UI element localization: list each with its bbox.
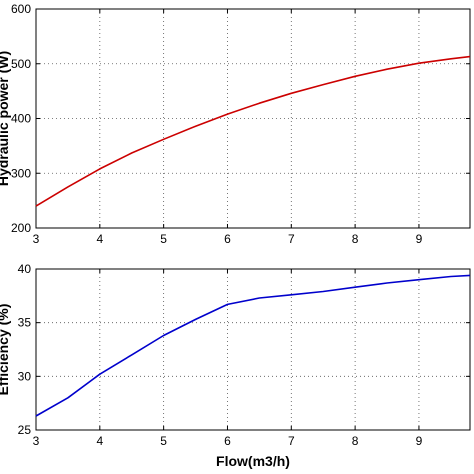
bottom-plot-frame <box>35 268 471 431</box>
bottom-x-tick-label: 9 <box>416 434 423 448</box>
top-plot-frame <box>35 8 471 229</box>
top-panel: 3 4 5 6 7 8 9 200 300 400 500 600 Hydraulic power (W… <box>0 2 471 246</box>
top-x-tick-label: 8 <box>352 232 359 246</box>
bottom-series-line-0 <box>35 274 471 417</box>
bottom-x-tick-label: 7 <box>288 434 295 448</box>
top-y-tick-label: 200 <box>11 221 31 235</box>
bottom-y-tick-label: 35 <box>18 316 32 330</box>
top-x-tick-label: 3 <box>33 232 40 246</box>
bottom-x-tick-label: 4 <box>96 434 103 448</box>
top-y-axis-label: Hydraulic power (W) <box>0 51 11 186</box>
bottom-x-axis-label: Flow(m3/h) <box>216 453 290 469</box>
top-y-tick-label: 300 <box>11 166 31 180</box>
top-x-tick-label: 6 <box>224 232 231 246</box>
bottom-y-tick-label: 40 <box>18 262 32 276</box>
top-x-tick-label: 7 <box>288 232 295 246</box>
bottom-x-tick-label: 5 <box>160 434 167 448</box>
top-y-tick-label: 500 <box>11 57 31 71</box>
top-x-tick-label: 9 <box>416 232 423 246</box>
top-y-tick-label: 600 <box>11 2 31 16</box>
bottom-y-tick-label: 25 <box>18 423 32 437</box>
bottom-y-tick-label: 30 <box>18 369 32 383</box>
top-series-line-0 <box>35 55 471 207</box>
top-y-tick-label: 400 <box>11 112 31 126</box>
bottom-x-tick-label: 8 <box>352 434 359 448</box>
top-x-tick-label: 5 <box>160 232 167 246</box>
bottom-y-axis-label: Efficiency (%) <box>0 304 11 396</box>
bottom-x-tick-label: 3 <box>33 434 40 448</box>
top-x-tick-label: 4 <box>96 232 103 246</box>
bottom-panel: 3 4 5 6 7 8 9 25 30 35 40 Efficiency (%) Flow(m3/h) <box>0 262 471 469</box>
bottom-x-tick-label: 6 <box>224 434 231 448</box>
